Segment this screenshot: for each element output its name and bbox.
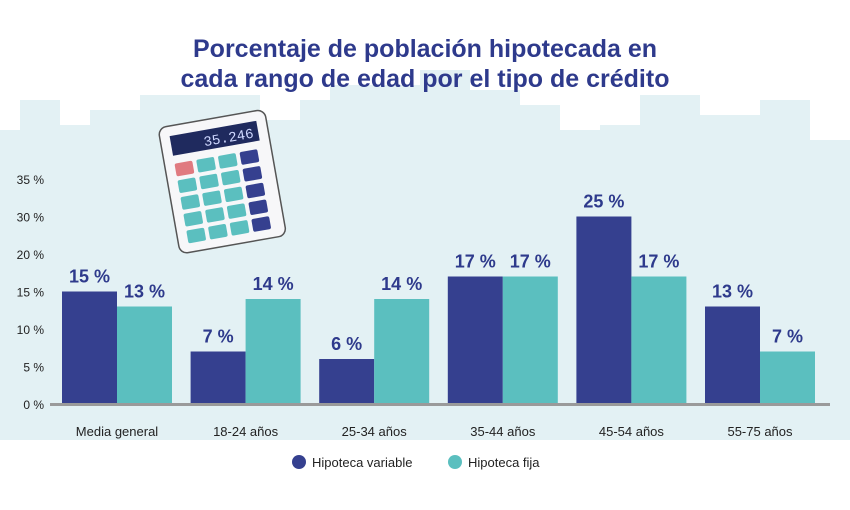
calculator-key: [199, 173, 219, 190]
data-label: 17 %: [510, 252, 551, 272]
chart-title: Porcentaje de población hipotecada en ca…: [0, 34, 850, 94]
calculator-key: [183, 211, 203, 227]
x-axis: [50, 403, 830, 406]
legend-marker: [448, 455, 462, 469]
calculator-key: [205, 207, 225, 223]
calculator-key: [177, 177, 198, 193]
y-tick-label: 5 %: [23, 361, 44, 375]
calculator-key: [248, 199, 268, 215]
legend-marker: [292, 455, 306, 469]
bar-fija: [245, 299, 301, 404]
bar-fija: [760, 351, 815, 404]
bar-variable: [190, 351, 246, 404]
legend-label: Hipoteca fija: [468, 455, 540, 470]
y-tick-label: 0 %: [23, 398, 44, 412]
calculator-key: [196, 157, 216, 173]
bar-variable: [576, 216, 632, 404]
data-label: 6 %: [331, 334, 362, 354]
y-tick-label: 35 %: [17, 173, 45, 187]
bar-variable: [447, 276, 503, 404]
calculator-key: [221, 169, 241, 186]
bar-fija: [631, 276, 687, 404]
data-label: 25 %: [583, 192, 624, 212]
data-label: 17 %: [455, 252, 496, 272]
data-label: 17 %: [638, 252, 679, 272]
bar-fija: [502, 276, 558, 404]
calculator-key: [242, 166, 263, 182]
data-label: 13 %: [712, 282, 753, 302]
calculator-key: [186, 227, 206, 244]
data-label: 7 %: [203, 327, 234, 347]
x-tick-label: Media general: [76, 424, 158, 439]
calculator-key: [239, 149, 260, 165]
data-label: 14 %: [381, 274, 422, 294]
data-label: 14 %: [253, 274, 294, 294]
y-tick-label: 30 %: [17, 211, 45, 225]
calculator-key: [208, 224, 228, 240]
calculator-key: [174, 160, 195, 177]
data-label: 15 %: [69, 267, 110, 287]
calculator-key: [180, 194, 201, 210]
y-tick-label: 10 %: [17, 323, 45, 337]
calculator-key: [223, 186, 244, 203]
bar-variable: [62, 291, 117, 404]
calculator-key: [226, 203, 247, 219]
data-label: 7 %: [772, 327, 803, 347]
calculator-key: [245, 182, 266, 199]
x-tick-label: 18-24 años: [213, 424, 279, 439]
calculator-key: [218, 153, 238, 169]
x-tick-label: 45-54 años: [599, 424, 665, 439]
data-label: 13 %: [124, 282, 165, 302]
title-line-1: Porcentaje de población hipotecada en: [193, 35, 657, 63]
calculator-key: [229, 220, 250, 236]
calculator-key: [251, 216, 271, 232]
x-tick-label: 25-34 años: [342, 424, 408, 439]
bar-fija: [374, 299, 430, 404]
legend-label: Hipoteca variable: [312, 455, 412, 470]
calculator-key: [202, 190, 222, 206]
bar-fija: [117, 306, 172, 404]
x-tick-label: 35-44 años: [470, 424, 536, 439]
x-tick-label: 55-75 años: [727, 424, 793, 439]
bar-variable: [705, 306, 760, 404]
bar-variable: [319, 359, 375, 404]
y-tick-label: 20 %: [17, 248, 45, 262]
title-line-2: cada rango de edad por el tipo de crédit…: [180, 65, 670, 93]
y-tick-label: 15 %: [17, 286, 45, 300]
